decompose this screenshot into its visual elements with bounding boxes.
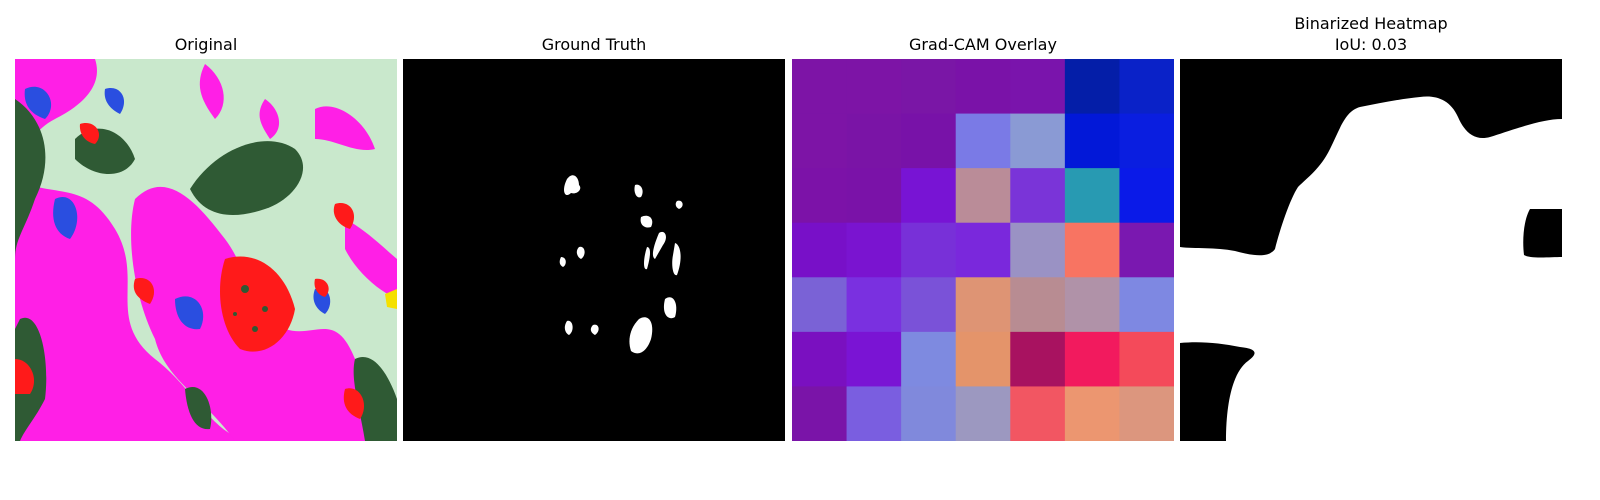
gradcam-cell bbox=[1010, 222, 1066, 278]
gradcam-cell bbox=[955, 331, 1011, 387]
gradcam-cell bbox=[792, 222, 848, 278]
gradcam-cell bbox=[1064, 113, 1120, 169]
gradcam-cell bbox=[1119, 168, 1174, 224]
gradcam-cell bbox=[955, 277, 1011, 333]
gradcam-cell bbox=[901, 331, 957, 387]
gradcam-cell bbox=[846, 277, 902, 333]
gradcam-cell bbox=[792, 277, 848, 333]
original-image bbox=[15, 59, 397, 441]
gradcam-cell bbox=[1010, 331, 1066, 387]
gradcam-cell bbox=[1119, 113, 1174, 169]
gradcam-cell bbox=[1064, 59, 1120, 115]
ground-truth-mask bbox=[403, 59, 785, 441]
gradcam-cell bbox=[1119, 59, 1174, 115]
original-image-canvas bbox=[15, 59, 397, 441]
gradcam-cell bbox=[846, 331, 902, 387]
gradcam-cell bbox=[846, 168, 902, 224]
gradcam-cell bbox=[1064, 168, 1120, 224]
gradcam-cell bbox=[792, 59, 848, 115]
panel-title: Grad-CAM Overlay bbox=[909, 35, 1057, 54]
gradcam-cell bbox=[955, 386, 1011, 441]
panel-binarized-heatmap: Binarized Heatmap IoU: 0.03 bbox=[1180, 0, 1562, 500]
gradcam-cell bbox=[1119, 331, 1174, 387]
gradcam-cell bbox=[955, 222, 1011, 278]
binarized-heatmap-image bbox=[1180, 59, 1562, 441]
gradcam-cell bbox=[901, 168, 957, 224]
gradcam-grid bbox=[792, 59, 1174, 441]
binarized-heatmap-canvas bbox=[1180, 59, 1562, 441]
gradcam-cell bbox=[1064, 386, 1120, 441]
gradcam-cell bbox=[1010, 59, 1066, 115]
gradcam-cell bbox=[846, 386, 902, 441]
gradcam-cell bbox=[792, 168, 848, 224]
gradcam-cell bbox=[901, 113, 957, 169]
gradcam-cell bbox=[901, 277, 957, 333]
gradcam-cell bbox=[901, 222, 957, 278]
gradcam-cell bbox=[792, 113, 848, 169]
gradcam-cell bbox=[1010, 113, 1066, 169]
panel-original: Original bbox=[15, 0, 397, 500]
gradcam-cell bbox=[1119, 386, 1174, 441]
gradcam-cell bbox=[1119, 222, 1174, 278]
panel-ground-truth: Ground Truth bbox=[403, 0, 785, 500]
gradcam-cell bbox=[955, 168, 1011, 224]
gradcam-cell bbox=[955, 113, 1011, 169]
gradcam-cell bbox=[901, 59, 957, 115]
gradcam-cell bbox=[846, 59, 902, 115]
gradcam-cell bbox=[846, 222, 902, 278]
panel-title: Ground Truth bbox=[541, 35, 647, 54]
gradcam-cell bbox=[846, 113, 902, 169]
gradcam-cell bbox=[955, 59, 1011, 115]
gradcam-cell bbox=[1010, 277, 1066, 333]
gradcam-cell bbox=[1064, 331, 1120, 387]
gradcam-cell bbox=[1064, 222, 1120, 278]
panel-title: Binarized Heatmap IoU: 0.03 bbox=[1180, 13, 1562, 55]
gradcam-cell bbox=[1010, 168, 1066, 224]
gradcam-cell bbox=[1119, 277, 1174, 333]
gradcam-overlay-image bbox=[792, 59, 1174, 441]
gradcam-cell bbox=[792, 331, 848, 387]
gradcam-cell bbox=[1064, 277, 1120, 333]
ground-truth-mask-canvas bbox=[403, 59, 785, 441]
gradcam-cell bbox=[792, 386, 848, 441]
gradcam-cell bbox=[901, 386, 957, 441]
panel-title: Original bbox=[174, 35, 238, 54]
panel-title-main: Binarized Heatmap bbox=[1294, 14, 1448, 33]
iou-label: IoU: 0.03 bbox=[1334, 35, 1408, 54]
gradcam-cell bbox=[1010, 386, 1066, 441]
panel-gradcam-overlay: Grad-CAM Overlay bbox=[792, 0, 1174, 500]
